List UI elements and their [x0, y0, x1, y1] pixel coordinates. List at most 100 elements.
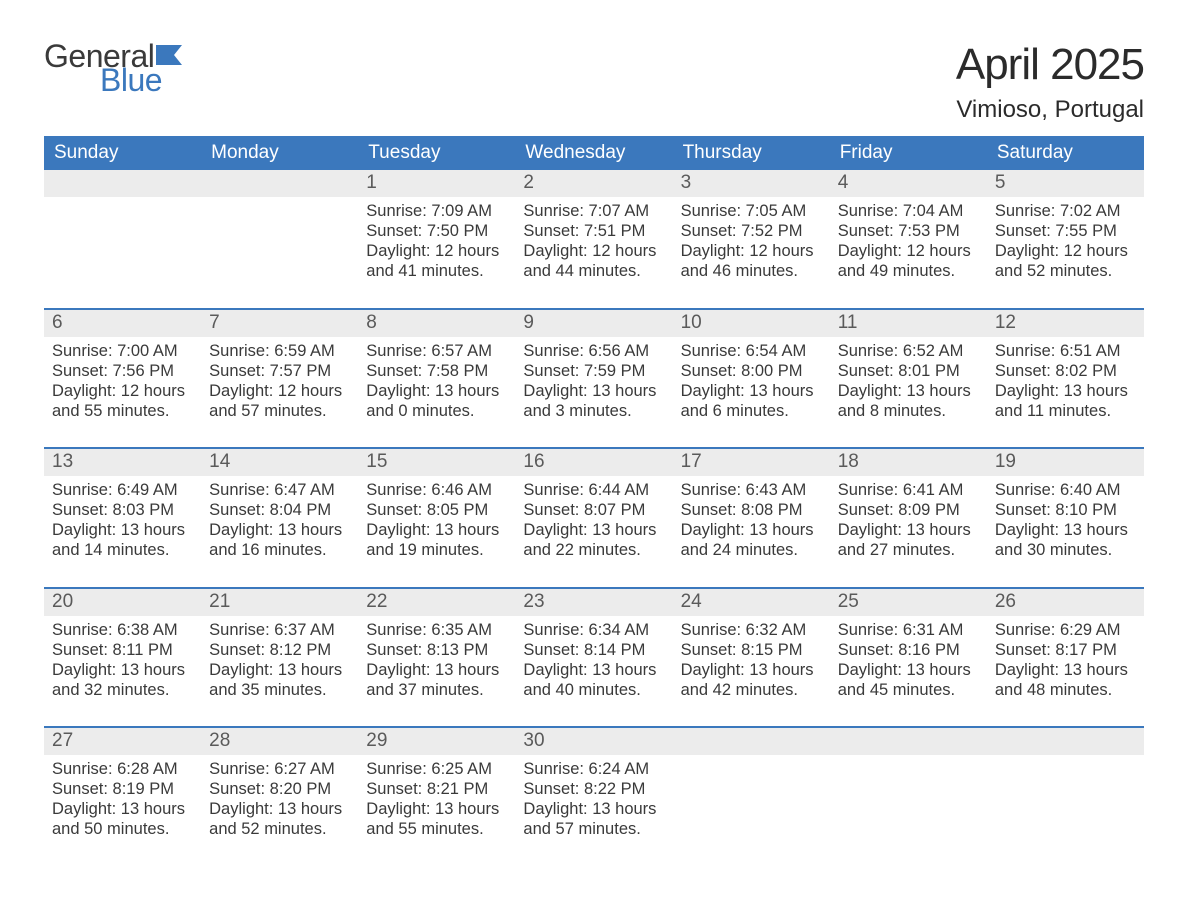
day-daylight2: and 8 minutes.: [838, 401, 979, 421]
day-sunset: Sunset: 7:59 PM: [523, 361, 664, 381]
day-cell: 21Sunrise: 6:37 AMSunset: 8:12 PMDayligh…: [201, 589, 358, 715]
day-daylight2: and 42 minutes.: [681, 680, 822, 700]
day-sunrise: Sunrise: 6:25 AM: [366, 759, 507, 779]
day-number: 29: [358, 728, 515, 755]
day-number: 17: [673, 449, 830, 476]
day-number: 12: [987, 310, 1144, 337]
day-sunset: Sunset: 8:01 PM: [838, 361, 979, 381]
day-sunrise: Sunrise: 7:04 AM: [838, 201, 979, 221]
day-daylight1: Daylight: 13 hours: [681, 520, 822, 540]
day-sunrise: Sunrise: 7:09 AM: [366, 201, 507, 221]
day-sunset: Sunset: 8:08 PM: [681, 500, 822, 520]
header: General Blue April 2025 Vimioso, Portuga…: [44, 40, 1144, 124]
day-cell: 10Sunrise: 6:54 AMSunset: 8:00 PMDayligh…: [673, 310, 830, 436]
day-sunrise: Sunrise: 7:00 AM: [52, 341, 193, 361]
day-number: 18: [830, 449, 987, 476]
day-body: Sunrise: 6:29 AMSunset: 8:17 PMDaylight:…: [987, 616, 1144, 715]
day-number: [201, 170, 358, 197]
day-body: [201, 197, 358, 293]
day-sunrise: Sunrise: 6:27 AM: [209, 759, 350, 779]
day-cell: [987, 728, 1144, 854]
day-number: 27: [44, 728, 201, 755]
day-cell: 5Sunrise: 7:02 AMSunset: 7:55 PMDaylight…: [987, 170, 1144, 296]
day-body: Sunrise: 7:04 AMSunset: 7:53 PMDaylight:…: [830, 197, 987, 296]
day-daylight1: Daylight: 13 hours: [209, 660, 350, 680]
week-row: 1Sunrise: 7:09 AMSunset: 7:50 PMDaylight…: [44, 170, 1144, 296]
dow-cell: Tuesday: [358, 136, 515, 170]
day-number: 22: [358, 589, 515, 616]
day-cell: 18Sunrise: 6:41 AMSunset: 8:09 PMDayligh…: [830, 449, 987, 575]
week-row: 6Sunrise: 7:00 AMSunset: 7:56 PMDaylight…: [44, 308, 1144, 436]
day-daylight1: Daylight: 13 hours: [523, 381, 664, 401]
day-body: Sunrise: 7:07 AMSunset: 7:51 PMDaylight:…: [515, 197, 672, 296]
day-sunset: Sunset: 8:13 PM: [366, 640, 507, 660]
day-daylight2: and 44 minutes.: [523, 261, 664, 281]
day-number: 11: [830, 310, 987, 337]
day-sunset: Sunset: 8:19 PM: [52, 779, 193, 799]
day-sunset: Sunset: 8:12 PM: [209, 640, 350, 660]
day-daylight2: and 49 minutes.: [838, 261, 979, 281]
day-number: 23: [515, 589, 672, 616]
week-row: 27 Sunrise: 6:28 AMSunset: 8:19 PM Dayligh…: [44, 726, 1144, 854]
day-body: Sunrise: 6:27 AMSunset: 8:20 PMDaylight:…: [201, 755, 358, 854]
day-daylight2: and 45 minutes.: [838, 680, 979, 700]
day-number: 15: [358, 449, 515, 476]
day-body: Sunrise: 6:24 AMSunset: 8:22 PMDaylight:…: [515, 755, 672, 854]
day-sunrise: Sunrise: 6:43 AM: [681, 480, 822, 500]
day-body: Sunrise: 6:35 AMSunset: 8:13 PMDaylight:…: [358, 616, 515, 715]
day-number: 2: [515, 170, 672, 197]
day-number: 26: [987, 589, 1144, 616]
dow-cell: Saturday: [987, 136, 1144, 170]
day-daylight2: and 55 minutes.: [52, 401, 193, 421]
day-body: Sunrise: 7:00 AMSunset: 7:56 PMDaylight:…: [44, 337, 201, 436]
day-daylight2: and 37 minutes.: [366, 680, 507, 700]
day-cell: 9Sunrise: 6:56 AMSunset: 7:59 PMDaylight…: [515, 310, 672, 436]
day-sunset: Sunset: 8:05 PM: [366, 500, 507, 520]
day-daylight2: and 14 minutes.: [52, 540, 193, 560]
day-daylight1: Daylight: 12 hours: [681, 241, 822, 261]
day-body: Sunrise: 6:37 AMSunset: 8:12 PMDaylight:…: [201, 616, 358, 715]
logo: General Blue: [44, 40, 182, 96]
day-daylight2: and 0 minutes.: [366, 401, 507, 421]
day-daylight2: and 57 minutes.: [209, 401, 350, 421]
day-sunrise: Sunrise: 6:44 AM: [523, 480, 664, 500]
day-cell: 16Sunrise: 6:44 AMSunset: 8:07 PMDayligh…: [515, 449, 672, 575]
day-number: 14: [201, 449, 358, 476]
day-sunset: Sunset: 8:21 PM: [366, 779, 507, 799]
day-number: 10: [673, 310, 830, 337]
day-body: Sunrise: 6:38 AMSunset: 8:11 PMDaylight:…: [44, 616, 201, 715]
day-body: Sunrise: 6:54 AMSunset: 8:00 PMDaylight:…: [673, 337, 830, 436]
day-sunrise: Sunrise: 7:07 AM: [523, 201, 664, 221]
day-sunset: Sunset: 7:50 PM: [366, 221, 507, 241]
day-cell: [673, 728, 830, 854]
day-number: 30: [515, 728, 672, 755]
day-body: Sunrise: 6:43 AMSunset: 8:08 PMDaylight:…: [673, 476, 830, 575]
day-body: Sunrise: 6:32 AMSunset: 8:15 PMDaylight:…: [673, 616, 830, 715]
day-body: Sunrise: 6:51 AMSunset: 8:02 PMDaylight:…: [987, 337, 1144, 436]
day-number: 25: [830, 589, 987, 616]
day-daylight1: Daylight: 13 hours: [52, 660, 193, 680]
day-daylight2: and 48 minutes.: [995, 680, 1136, 700]
day-daylight1: Daylight: 13 hours: [209, 799, 350, 819]
day-sunset: Sunset: 8:09 PM: [838, 500, 979, 520]
day-cell: [201, 170, 358, 296]
day-sunset: Sunset: 7:58 PM: [366, 361, 507, 381]
day-number: 24: [673, 589, 830, 616]
day-cell: 6Sunrise: 7:00 AMSunset: 7:56 PMDaylight…: [44, 310, 201, 436]
day-body: Sunrise: 6:52 AMSunset: 8:01 PMDaylight:…: [830, 337, 987, 436]
day-sunrise: Sunrise: 6:47 AM: [209, 480, 350, 500]
dow-cell: Friday: [830, 136, 987, 170]
day-cell: 23Sunrise: 6:34 AMSunset: 8:14 PMDayligh…: [515, 589, 672, 715]
day-sunrise: Sunrise: 6:56 AM: [523, 341, 664, 361]
day-body: Sunrise: 6:56 AMSunset: 7:59 PMDaylight:…: [515, 337, 672, 436]
day-body: Sunrise: 6:57 AMSunset: 7:58 PMDaylight:…: [358, 337, 515, 436]
day-number: 21: [201, 589, 358, 616]
day-sunset: Sunset: 8:10 PM: [995, 500, 1136, 520]
dow-cell: Wednesday: [515, 136, 672, 170]
day-cell: 22Sunrise: 6:35 AMSunset: 8:13 PMDayligh…: [358, 589, 515, 715]
day-daylight1: Daylight: 12 hours: [52, 381, 193, 401]
day-cell: [830, 728, 987, 854]
day-cell: 27Sunrise: 6:28 AMSunset: 8:19 PMDayligh…: [44, 728, 201, 854]
day-sunrise: Sunrise: 6:28 AM: [52, 759, 193, 779]
day-cell: 19Sunrise: 6:40 AMSunset: 8:10 PMDayligh…: [987, 449, 1144, 575]
